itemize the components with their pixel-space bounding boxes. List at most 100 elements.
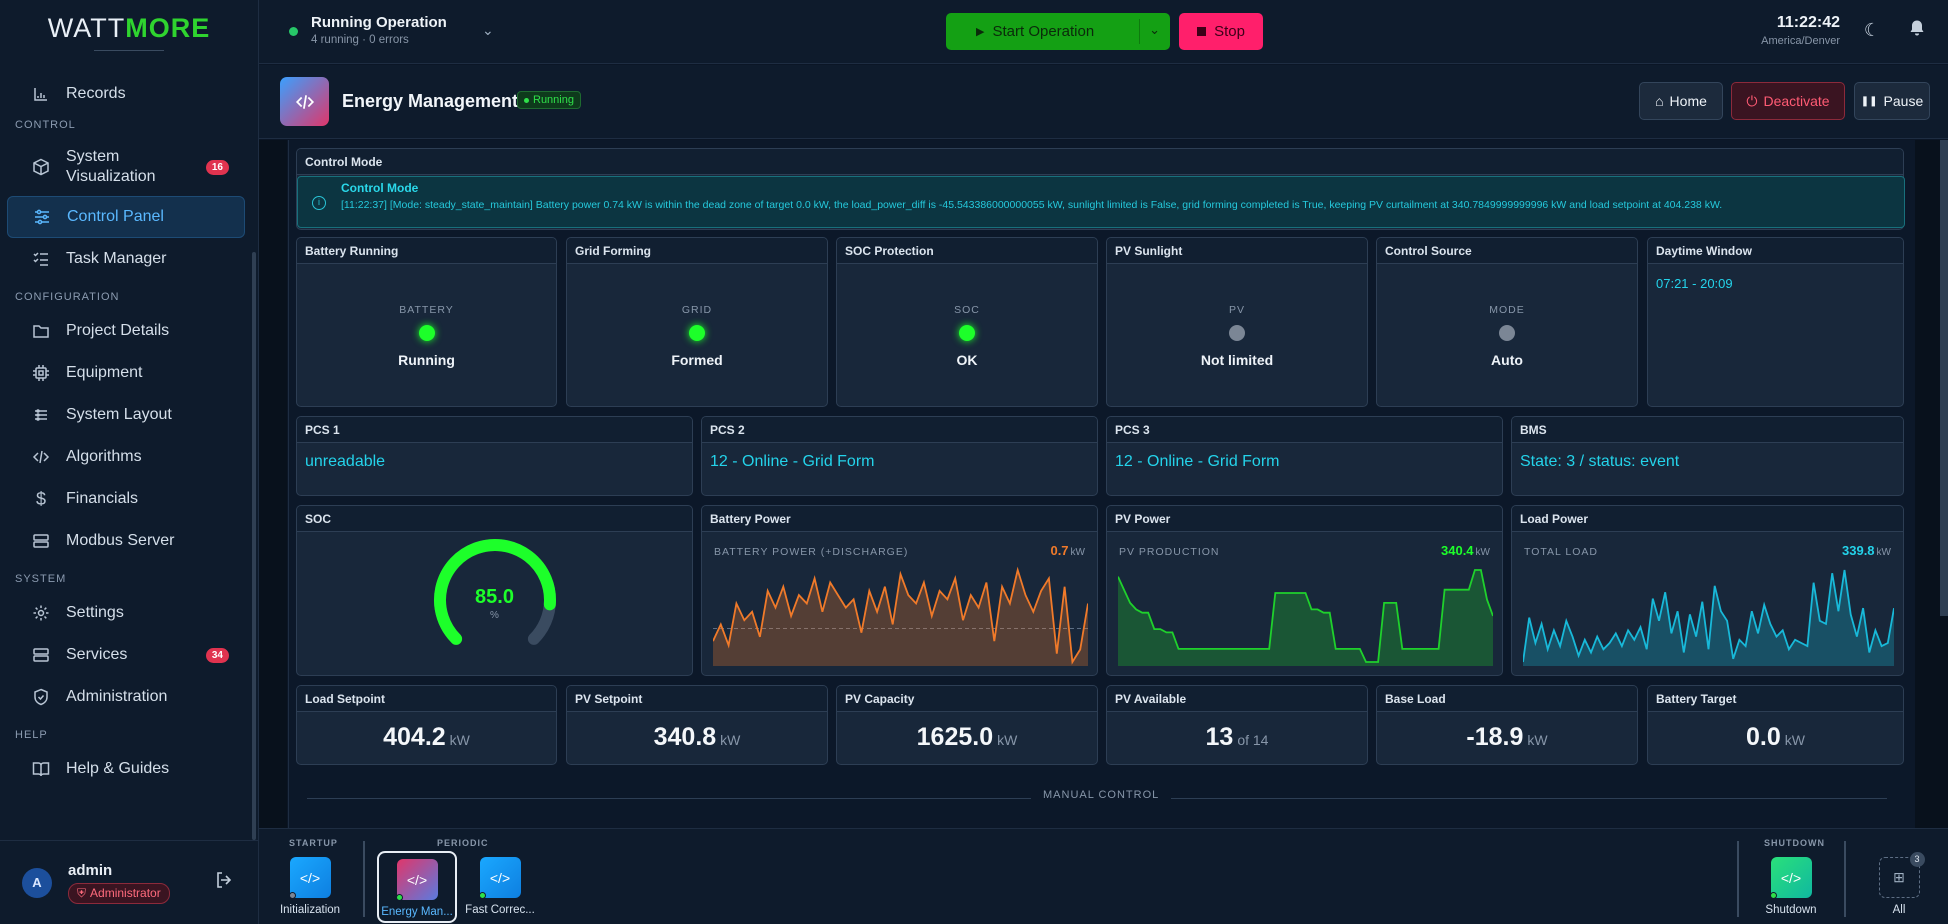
chart-line [1523, 569, 1894, 663]
soc-gauge [434, 539, 556, 645]
sidebar-nav: Records CONTROL System Visualization 16 … [0, 85, 252, 790]
sidebar-item-task-manager[interactable]: Task Manager [7, 238, 245, 280]
status-dot [289, 27, 298, 36]
pcs-3-card: PCS 3 12 - Online - Grid Form [1106, 416, 1503, 496]
chevron-down-icon: ⌄ [482, 22, 494, 38]
logout-icon[interactable] [214, 870, 234, 896]
pause-button[interactable]: ❚❚ Pause [1854, 82, 1930, 120]
start-operation-label: Start Operation [992, 23, 1095, 40]
pv-capacity-card: PV Capacity 1625.0 kW [836, 685, 1098, 765]
card-title: PV Capacity [837, 686, 1097, 712]
chart-label: PV PRODUCTION [1119, 546, 1220, 558]
pv-power-card: PV Power PV PRODUCTION 340.4 kW [1106, 505, 1503, 676]
sidebar-item-system-layout[interactable]: System Layout [7, 394, 245, 436]
content-scrollbar[interactable] [1940, 140, 1948, 616]
chart-icon [31, 84, 51, 104]
server-icon [31, 645, 51, 665]
gauge-fill [434, 539, 556, 645]
card-title: Battery Power [702, 506, 1097, 532]
section-system: SYSTEM [15, 573, 67, 585]
dock-item-label: Shutdown [1765, 904, 1817, 916]
deactivate-label: Deactivate [1763, 93, 1830, 109]
chart-current-value: 339.8 kW [1842, 543, 1891, 558]
card-title: Grid Forming [567, 238, 827, 264]
sidebar-item-system-visualization[interactable]: System Visualization 16 [7, 138, 245, 196]
status-badge: Running [517, 91, 581, 109]
section-help: HELP [15, 729, 48, 741]
code-icon: </> [1769, 857, 1812, 899]
section-configuration: CONFIGURATION [15, 291, 120, 303]
sidebar-item-modbus-server[interactable]: Modbus Server [7, 520, 245, 562]
chart-current-value: 340.4 kW [1441, 543, 1490, 558]
chart-value: 340.4 [1441, 543, 1474, 558]
bell-icon[interactable] [1908, 19, 1926, 40]
device-status: 12 - Online - Grid Form [710, 453, 875, 470]
dock-all-button[interactable]: ⊞ 3 All [1859, 852, 1939, 916]
metric-unit: of 14 [1237, 732, 1269, 748]
start-operation-button[interactable]: ▶ Start Operation ⌄ [946, 13, 1170, 50]
chart-label: TOTAL LOAD [1524, 546, 1598, 558]
sidebar-item-label: Algorithms [66, 448, 142, 465]
base-load-card: Base Load -18.9 kW [1376, 685, 1638, 765]
stop-button[interactable]: Stop [1179, 13, 1263, 50]
sidebar-item-project-details[interactable]: Project Details [7, 310, 245, 352]
metric-value: 340.8 [653, 723, 717, 751]
status-led [689, 325, 705, 341]
chevron-down-icon[interactable]: ⌄ [1149, 22, 1160, 37]
dock-item-label: Initialization [279, 904, 341, 916]
pause-icon: ❚❚ [1860, 95, 1878, 107]
chart-area [1523, 570, 1894, 666]
stop-icon [1197, 27, 1207, 36]
play-icon: ▶ [976, 26, 985, 38]
status-value: OK [956, 352, 978, 368]
sidebar-item-help-guides[interactable]: Help & Guides [7, 748, 245, 790]
operation-status-dropdown[interactable]: Running Operation 4 running · 0 errors ⌄ [289, 14, 494, 46]
cube-icon [31, 157, 51, 177]
deactivate-button[interactable]: ⏻ Deactivate [1731, 82, 1845, 120]
dock-item-fast-correction[interactable]: </> Fast Correc... [460, 857, 540, 916]
dock-item-initialization[interactable]: </> Initialization [270, 857, 350, 916]
clock-time: 11:22:42 [1776, 14, 1840, 31]
metric-unit: kW [997, 732, 1018, 748]
dock-item-label: Fast Correc... [465, 904, 535, 916]
logo-text-part1: WATT [47, 13, 126, 43]
folder-icon [31, 321, 51, 341]
shield-icon: ⛨ [77, 885, 87, 900]
chart-area [713, 570, 1088, 666]
card-title: SOC Protection [837, 238, 1097, 264]
sidebar-item-services[interactable]: Services 34 [7, 634, 245, 676]
status-led [959, 325, 975, 341]
logo-text-part2: MORE [125, 13, 211, 43]
card-title: BMS [1512, 417, 1903, 443]
card-title: Battery Running [297, 238, 556, 264]
load-power-card: Load Power TOTAL LOAD 339.8 kW [1511, 505, 1904, 676]
card-title: PCS 3 [1107, 417, 1502, 443]
code-icon [280, 77, 329, 126]
gear-icon [31, 603, 51, 623]
chart-line [713, 566, 1088, 665]
sidebar-item-control-panel[interactable]: Control Panel [7, 196, 245, 238]
sidebar-item-financials[interactable]: $ Financials [7, 478, 245, 520]
dock-item-shutdown[interactable]: </> Shutdown [1751, 857, 1831, 916]
moon-icon[interactable]: ☾ [1863, 20, 1880, 40]
status-badge-label: Running [533, 94, 574, 106]
sidebar-item-equipment[interactable]: Equipment [7, 352, 245, 394]
sidebar-item-label: Records [66, 85, 126, 102]
avatar[interactable]: A [22, 867, 52, 898]
soc-value: 85.0 [475, 586, 514, 608]
home-button[interactable]: ⌂ Home [1639, 82, 1723, 120]
card-title: SOC [297, 506, 692, 532]
sidebar-item-algorithms[interactable]: Algorithms [7, 436, 245, 478]
sidebar-item-administration[interactable]: Administration [7, 676, 245, 718]
sidebar-item-label: System Layout [66, 406, 172, 423]
sidebar-item-label: Task Manager [66, 250, 167, 267]
sidebar-item-settings[interactable]: Settings [7, 592, 245, 634]
sidebar-scrollbar[interactable] [252, 252, 256, 840]
status-value: Not limited [1200, 352, 1274, 368]
code-icon: </> [478, 857, 521, 899]
sidebar-item-records[interactable]: Records [7, 80, 245, 108]
metric-value: -18.9 [1466, 723, 1524, 751]
logo[interactable]: WATTMORE [0, 0, 258, 64]
dock-item-energy-management[interactable]: </> Energy Man... [377, 851, 457, 923]
